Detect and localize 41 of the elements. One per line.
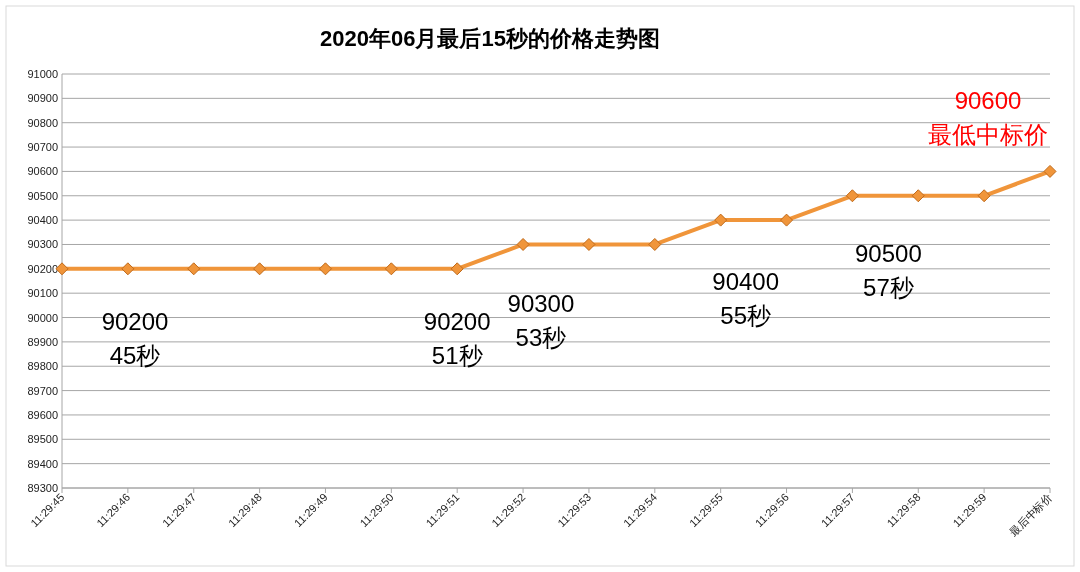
point	[714, 213, 728, 227]
annotation: 90400 55秒	[712, 268, 780, 330]
annotation: 90200 51秒	[423, 307, 491, 369]
point	[516, 237, 530, 251]
y-tick-label: 90700	[27, 141, 58, 154]
y-tick-label: 90400	[27, 214, 58, 227]
y-tick-label: 90900	[27, 92, 58, 105]
annotation: 90300 53秒	[507, 290, 575, 352]
point	[253, 262, 267, 276]
y-tick-label: 90000	[27, 311, 58, 324]
y-tick-label: 89800	[27, 360, 58, 373]
point	[1043, 164, 1057, 178]
y-tick-label: 90800	[27, 116, 58, 129]
y-tick-label: 89300	[27, 482, 58, 494]
y-tick-label: 90500	[27, 189, 58, 202]
y-tick-label: 89600	[27, 408, 58, 421]
y-tick-label: 90600	[27, 165, 58, 178]
point	[187, 262, 201, 276]
point	[582, 237, 596, 251]
y-tick-label: 89500	[27, 433, 58, 446]
y-tick-label: 90300	[27, 238, 58, 251]
chart-title: 2020年06月最后15秒的价格走势图	[320, 26, 660, 51]
annotation: 90200 45秒	[101, 307, 169, 369]
point	[911, 189, 925, 203]
point	[318, 262, 332, 276]
annotation: 90500 57秒	[855, 239, 922, 301]
y-tick-label: 91000	[27, 68, 58, 80]
point	[384, 262, 398, 276]
y-tick-label: 89400	[27, 457, 58, 470]
point	[121, 262, 135, 276]
point	[450, 262, 464, 276]
y-tick-label: 89700	[27, 384, 58, 397]
y-tick-label: 90200	[27, 262, 58, 275]
point	[977, 189, 991, 203]
x-tick-label: 最后中标价	[1007, 490, 1055, 539]
annotation: 90600 最低中标价	[928, 87, 1048, 149]
point	[648, 237, 662, 251]
y-tick-label: 89900	[27, 335, 58, 348]
point	[780, 213, 794, 227]
point	[845, 189, 859, 203]
y-tick-label: 90100	[27, 287, 58, 300]
